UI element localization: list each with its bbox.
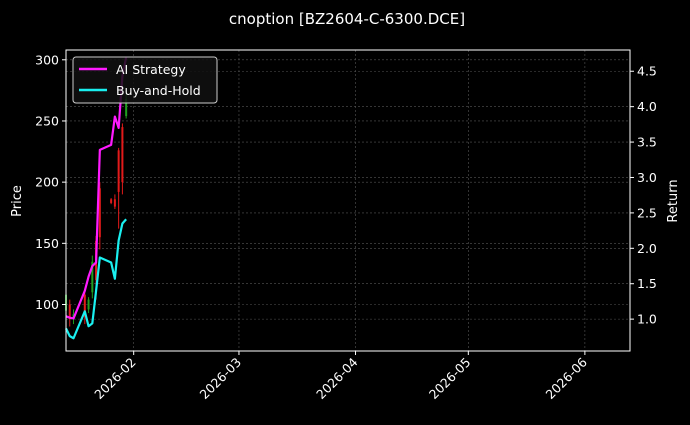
y-tick-label: 300 [35, 52, 59, 67]
y-axis-label: Price [10, 185, 25, 217]
legend-label-buyhold: Buy-and-Hold [116, 83, 201, 98]
candle-body [125, 98, 128, 117]
plot-frame [65, 49, 631, 352]
candle-body [110, 199, 113, 203]
legend: AI Strategy Buy-and-Hold [72, 56, 218, 104]
candle-body [117, 150, 120, 192]
y2-tick-label: 4.0 [637, 99, 657, 114]
y2-tick-label: 2.0 [637, 241, 657, 256]
y-axis-price: 100 150 200 250 300 [35, 52, 66, 312]
x-tick-label: 2026-06 [542, 354, 590, 402]
grid [66, 50, 630, 351]
candle-body [83, 294, 86, 317]
buy-and-hold-line [65, 218, 127, 340]
legend-label-strategy: AI Strategy [116, 62, 186, 77]
candle-body [68, 304, 71, 320]
y-axis-return: 1.0 1.5 2.0 2.5 3.0 3.5 4.0 4.5 [630, 64, 657, 327]
x-tick-label: 2026-03 [197, 355, 245, 403]
y2-tick-label: 4.5 [637, 64, 657, 79]
candle-body [121, 127, 124, 183]
series-lines [65, 56, 128, 340]
y2-tick-label: 3.0 [637, 170, 657, 185]
chart-title: cnoption [BZ2604-C-6300.DCE] [229, 10, 465, 28]
y2-tick-label: 1.0 [637, 312, 657, 327]
candle-body [91, 261, 94, 293]
candle-body [113, 199, 116, 207]
y2-tick-label: 1.5 [637, 276, 657, 291]
legend-box [72, 56, 218, 104]
x-tick-label: 2026-05 [426, 355, 474, 403]
x-tick-label: 2026-04 [313, 354, 361, 402]
y2-tick-label: 3.5 [637, 135, 657, 150]
y-tick-label: 150 [35, 236, 59, 251]
y-tick-label: 100 [35, 297, 59, 312]
y-tick-label: 200 [35, 175, 59, 190]
ai-strategy-line [65, 56, 128, 320]
candle-body [98, 188, 101, 238]
y2-axis-label: Return [666, 179, 681, 222]
y2-tick-label: 2.5 [637, 205, 657, 220]
candle-body [87, 299, 90, 310]
x-axis: 2026-02 2026-03 2026-04 2026-05 2026-06 [91, 351, 590, 402]
y-tick-label: 250 [35, 113, 59, 128]
x-tick-label: 2026-02 [91, 355, 139, 403]
